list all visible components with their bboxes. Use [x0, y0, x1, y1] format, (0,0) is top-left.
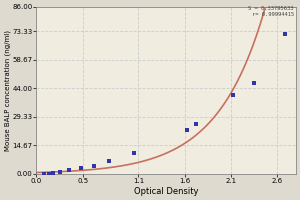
- Text: S = 0.33795633
r= 0.99994415: S = 0.33795633 r= 0.99994415: [248, 6, 294, 17]
- Point: [57, 170, 62, 174]
- Point: [67, 169, 71, 172]
- Point: [252, 81, 256, 84]
- Point: [131, 152, 136, 155]
- Point: [46, 172, 51, 175]
- Point: [79, 167, 83, 170]
- Point: [282, 32, 287, 35]
- Point: [230, 94, 235, 97]
- Point: [41, 172, 46, 175]
- Point: [51, 171, 56, 175]
- Y-axis label: Mouse BALP concentration (ng/ml): Mouse BALP concentration (ng/ml): [4, 30, 11, 151]
- Point: [92, 164, 96, 167]
- X-axis label: Optical Density: Optical Density: [134, 187, 198, 196]
- Point: [106, 160, 111, 163]
- Point: [194, 123, 198, 126]
- Point: [184, 129, 189, 132]
